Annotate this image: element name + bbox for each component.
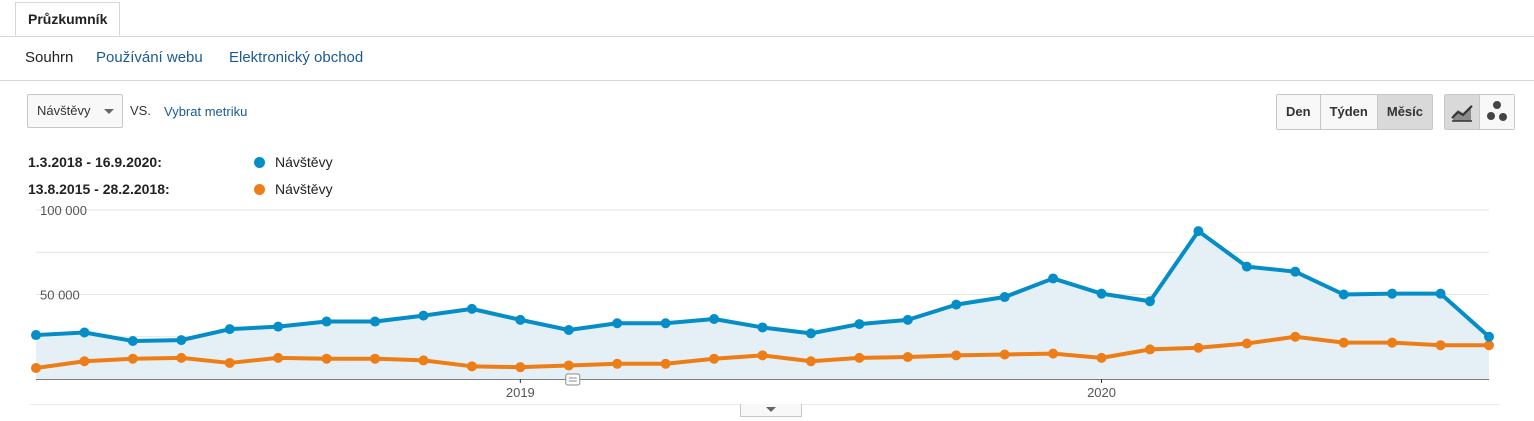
- data-point-current: [757, 322, 768, 333]
- data-point-previous: [1193, 342, 1204, 353]
- data-point-previous: [224, 357, 235, 368]
- tab-explorer[interactable]: Průzkumník: [15, 2, 121, 36]
- data-point-previous: [902, 352, 913, 363]
- data-point-previous: [1484, 340, 1494, 351]
- motion-chart-icon: [1487, 101, 1507, 121]
- granularity-toggle: Den Týden Měsíc: [1276, 94, 1433, 130]
- data-point-previous: [805, 356, 816, 367]
- data-point-previous: [176, 352, 187, 363]
- data-point-current: [1338, 289, 1349, 300]
- data-point-current: [999, 292, 1010, 303]
- x-tick-label: 2020: [1087, 385, 1116, 400]
- data-point-current: [418, 310, 429, 321]
- data-point-current: [854, 319, 865, 330]
- subnav-site-usage[interactable]: Používání webu: [96, 49, 203, 66]
- annotation-icon[interactable]: [565, 373, 581, 386]
- data-point-previous: [1144, 344, 1155, 355]
- chevron-down-icon: [766, 407, 776, 412]
- series-area-current: [36, 231, 1489, 379]
- data-point-previous: [1435, 340, 1446, 351]
- granularity-week-button[interactable]: Týden: [1320, 95, 1378, 129]
- metric-dropdown[interactable]: Návštěvy: [27, 94, 123, 128]
- data-point-current: [515, 314, 526, 325]
- x-tick-label: 2019: [506, 385, 535, 400]
- data-point-current: [1484, 331, 1494, 342]
- data-point-previous: [709, 353, 720, 364]
- data-point-previous: [1387, 337, 1398, 348]
- data-point-current: [176, 335, 187, 346]
- granularity-month-button[interactable]: Měsíc: [1377, 95, 1432, 129]
- visits-line-chart[interactable]: 100 000 50 000 2019 2020: [0, 200, 1534, 405]
- y-tick-label: 100 000: [40, 203, 87, 218]
- select-metric-link[interactable]: Vybrat metriku: [164, 104, 248, 119]
- legend-dot-current: [254, 157, 265, 168]
- legend-date-range-previous: 13.8.2015 - 28.2.2018:: [28, 181, 170, 197]
- subnav-summary[interactable]: Souhrn: [25, 49, 74, 66]
- data-point-previous: [1241, 338, 1252, 349]
- metric-dropdown-value: Návštěvy: [37, 103, 91, 118]
- legend-date-range-current: 1.3.2018 - 16.9.2020:: [28, 154, 162, 170]
- motion-chart-button[interactable]: [1480, 95, 1514, 129]
- data-point-current: [79, 327, 90, 338]
- data-point-current: [31, 330, 41, 341]
- data-point-current: [951, 299, 962, 310]
- data-point-current: [1096, 288, 1107, 299]
- data-point-current: [563, 324, 574, 335]
- data-point-previous: [515, 362, 526, 373]
- data-point-previous: [273, 352, 284, 363]
- legend-dot-previous: [254, 184, 265, 195]
- data-point-previous: [466, 361, 477, 372]
- data-point-current: [612, 318, 623, 329]
- data-point-previous: [854, 352, 865, 363]
- data-point-current: [1290, 266, 1301, 277]
- data-point-previous: [612, 358, 623, 369]
- subnav-ecommerce[interactable]: Elektronický obchod: [229, 49, 364, 66]
- data-point-current: [902, 314, 913, 325]
- data-point-previous: [127, 353, 138, 364]
- data-point-previous: [1338, 337, 1349, 348]
- line-chart-button[interactable]: [1445, 95, 1480, 129]
- vs-label: VS.: [130, 103, 151, 118]
- data-point-current: [224, 324, 235, 335]
- data-point-current: [321, 316, 332, 327]
- data-point-previous: [31, 363, 41, 374]
- data-point-current: [709, 314, 720, 325]
- data-point-previous: [370, 353, 381, 364]
- chevron-down-icon: [104, 109, 114, 114]
- data-point-previous: [1048, 348, 1059, 359]
- data-point-current: [1048, 273, 1059, 284]
- data-point-current: [273, 321, 284, 332]
- data-point-previous: [418, 355, 429, 366]
- data-point-previous: [1096, 352, 1107, 363]
- data-point-previous: [660, 358, 671, 369]
- line-chart-icon: [1451, 105, 1473, 122]
- data-point-previous: [79, 356, 90, 367]
- tab-bar: Průzkumník: [0, 0, 1534, 37]
- data-point-current: [805, 328, 816, 339]
- data-point-current: [1387, 288, 1398, 299]
- legend-series-current: Návštěvy: [275, 154, 333, 170]
- chart-type-toggle: [1444, 94, 1515, 130]
- data-point-previous: [563, 360, 574, 371]
- data-point-previous: [951, 350, 962, 361]
- data-point-current: [1241, 261, 1252, 272]
- data-point-current: [660, 318, 671, 329]
- data-point-current: [1435, 288, 1446, 299]
- y-tick-label: 50 000: [40, 288, 80, 303]
- legend-series-previous: Návštěvy: [275, 181, 333, 197]
- data-point-previous: [321, 353, 332, 364]
- data-point-current: [466, 303, 477, 314]
- data-point-current: [127, 335, 138, 346]
- chart-expand-toggle[interactable]: [740, 404, 802, 417]
- data-point-current: [1144, 296, 1155, 307]
- data-point-current: [1193, 226, 1204, 237]
- data-point-current: [370, 316, 381, 327]
- data-point-previous: [1290, 331, 1301, 342]
- granularity-day-button[interactable]: Den: [1277, 95, 1321, 129]
- data-point-previous: [757, 350, 768, 361]
- data-point-previous: [999, 349, 1010, 360]
- report-subnav: Souhrn Používání webu Elektronický obcho…: [0, 37, 1534, 81]
